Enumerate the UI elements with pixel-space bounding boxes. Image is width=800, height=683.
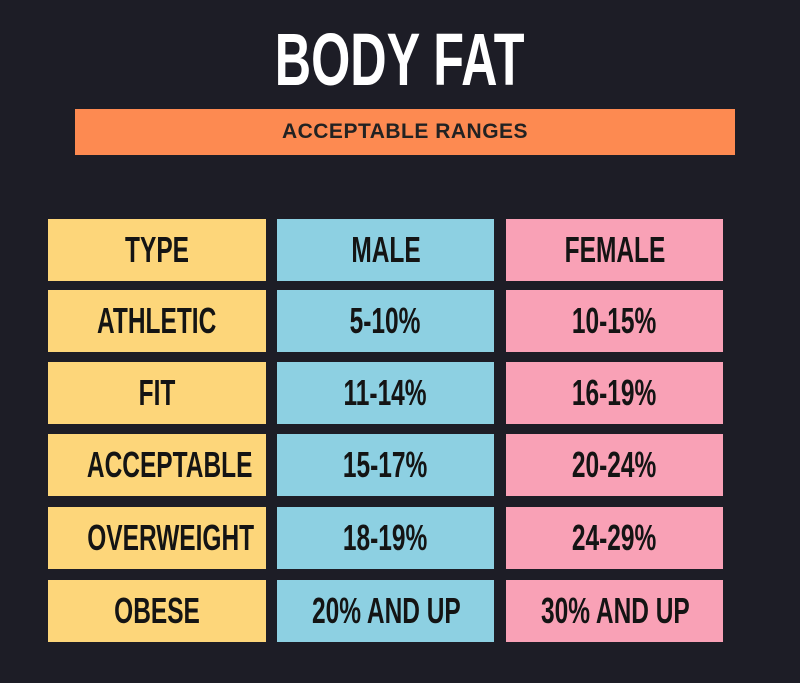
- cell-text: FEMALE: [564, 229, 665, 270]
- table-cell: 10-15%: [506, 290, 723, 352]
- cell-text: 24-29%: [572, 517, 657, 558]
- cell-text: 20-24%: [572, 444, 657, 485]
- cell-text: 11-14%: [343, 372, 428, 413]
- header-cell: TYPE: [48, 219, 266, 281]
- table-cell: OBESE: [48, 580, 266, 642]
- table-cell: 18-19%: [277, 507, 494, 569]
- cell-text: ATHLETIC: [97, 300, 217, 341]
- table-cell: 5-10%: [277, 290, 494, 352]
- subtitle-band: ACCEPTABLE RANGES: [75, 109, 735, 155]
- table-cell: FIT: [48, 362, 266, 424]
- cell-text: OBESE: [114, 590, 200, 631]
- cell-text: TYPE: [125, 229, 189, 270]
- cell-text: MALE: [350, 229, 421, 270]
- cell-text: 20% AND UP: [311, 590, 461, 631]
- cell-text: 16-19%: [572, 372, 657, 413]
- cell-text: 15-17%: [343, 444, 428, 485]
- table-cell: 15-17%: [277, 434, 494, 496]
- title: BODY FAT: [275, 18, 525, 101]
- table-cell: 30% AND UP: [506, 580, 723, 642]
- table-cell: 20-24%: [506, 434, 723, 496]
- header-cell: FEMALE: [506, 219, 723, 281]
- cell-text: OVERWEIGHT: [87, 517, 255, 558]
- table-cell: 24-29%: [506, 507, 723, 569]
- table-cell: ACCEPTABLE: [48, 434, 266, 496]
- cell-text: FIT: [138, 372, 176, 413]
- table-cell: 11-14%: [277, 362, 494, 424]
- table-cell: ATHLETIC: [48, 290, 266, 352]
- cell-text: 30% AND UP: [540, 590, 690, 631]
- table-cell: 20% AND UP: [277, 580, 494, 642]
- title-box: BODY FAT: [0, 18, 800, 102]
- cell-text: 5-10%: [350, 300, 421, 341]
- cell-text: 18-19%: [343, 517, 428, 558]
- subtitle: ACCEPTABLE RANGES: [281, 120, 529, 143]
- cell-text: ACCEPTABLE: [86, 444, 253, 485]
- cell-text: 10-15%: [572, 300, 657, 341]
- table-cell: 16-19%: [506, 362, 723, 424]
- table-cell: OVERWEIGHT: [48, 507, 266, 569]
- header-cell: MALE: [277, 219, 494, 281]
